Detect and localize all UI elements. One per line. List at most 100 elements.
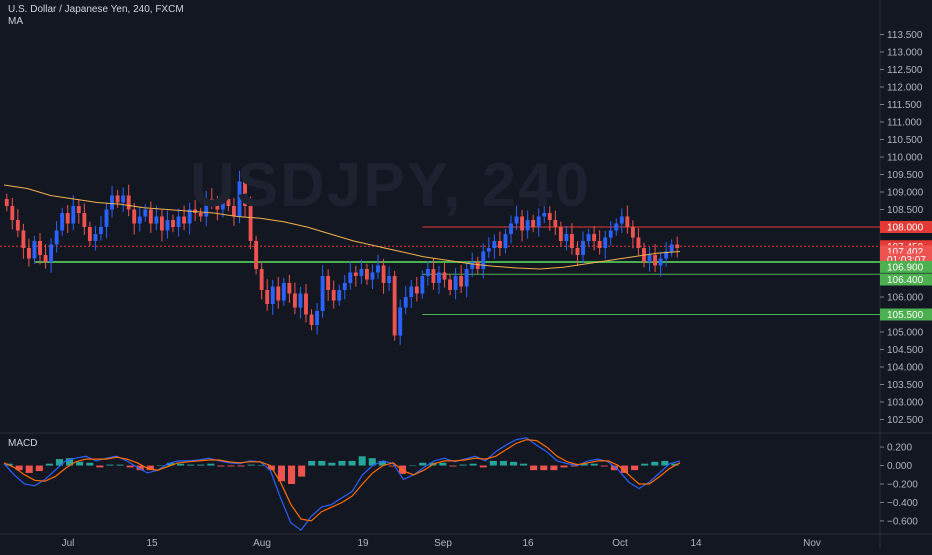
candle-body (60, 213, 65, 231)
indicator-label-ma[interactable]: MA (8, 16, 23, 27)
candle-body (414, 286, 419, 294)
macd-histogram-bar (469, 463, 477, 466)
axis-badge-label: 106.400 (887, 275, 924, 286)
macd-histogram-bar (106, 464, 114, 466)
time-tick-label: Sep (434, 538, 452, 549)
candle-body (514, 216, 519, 224)
candle-body (536, 216, 541, 227)
macd-tick-label: −0.400 (887, 498, 918, 509)
candle-body (182, 216, 187, 224)
macd-histogram-bar (590, 463, 598, 466)
time-tick-label: Jul (62, 538, 75, 549)
candle-body (614, 223, 619, 231)
time-tick-label: Nov (803, 538, 821, 549)
price-tick-label: 111.000 (887, 118, 922, 129)
level-price-badge (880, 308, 932, 321)
macd-histogram-bar (45, 463, 53, 466)
macd-histogram-bar (207, 463, 215, 466)
macd-histogram-bar (600, 465, 608, 467)
candle-body (93, 234, 98, 241)
candle-body (586, 234, 591, 241)
candle-body (265, 290, 270, 304)
macd-histogram-bar (257, 465, 265, 467)
macd-histogram-bar (620, 465, 629, 473)
macd-tick-label: 0.000 (887, 461, 912, 472)
macd-histogram-bar (15, 465, 23, 471)
candle-body (603, 237, 608, 248)
candle-body (215, 202, 220, 210)
macd-histogram-bar (35, 465, 43, 472)
candle-body (21, 230, 26, 248)
macd-histogram-bar (540, 465, 548, 471)
time-tick-label: 16 (522, 538, 534, 549)
candle-body (243, 181, 247, 206)
macd-histogram-bar (338, 460, 346, 466)
candle-body (464, 269, 469, 287)
candle-body (558, 227, 563, 241)
candle-body (370, 272, 375, 280)
candle-body (226, 199, 231, 206)
price-tick-label: 105.000 (887, 328, 924, 339)
candle-body (43, 255, 48, 262)
indicator-label-macd[interactable]: MACD (8, 438, 38, 449)
candle-body (542, 213, 547, 217)
candle-body (470, 262, 475, 269)
candle-body (664, 251, 669, 259)
candle-body (392, 276, 397, 336)
macd-histogram-bar (409, 465, 417, 467)
macd-histogram-bar (479, 465, 487, 468)
macd-histogram-bar (308, 460, 316, 466)
candle-body (154, 216, 159, 224)
candle-body (115, 195, 120, 203)
candle-body (4, 199, 9, 206)
candle-body (437, 272, 441, 283)
macd-histogram-bar (156, 465, 164, 467)
candle-body (497, 241, 502, 248)
level-price-label: 105.500 (887, 310, 924, 321)
price-tick-label: 106.000 (887, 293, 924, 304)
candle-body (486, 248, 491, 252)
price-tick-label: 103.000 (887, 398, 924, 409)
candle-body (348, 272, 353, 283)
candle-body (531, 220, 536, 227)
chart-title: U.S. Dollar / Japanese Yen, 240, FXCM (8, 4, 184, 15)
candle-body (442, 272, 447, 280)
macd-histogram-bar (509, 461, 518, 466)
candle-body (331, 290, 336, 301)
macd-line (3, 437, 681, 532)
candle-body (159, 216, 164, 231)
candle-body (254, 241, 259, 269)
candle-body (137, 216, 142, 224)
time-tick-label: 15 (146, 538, 158, 549)
candle-body (32, 241, 37, 259)
macd-histogram-bar (116, 464, 124, 466)
time-tick-label: Aug (253, 538, 271, 549)
candle-body (481, 251, 486, 269)
price-tick-label: 108.500 (887, 205, 924, 216)
macd-histogram-bar (641, 463, 649, 466)
candle-body (403, 297, 408, 308)
macd-histogram-bar (610, 465, 618, 471)
price-tick-label: 112.500 (887, 65, 923, 76)
macd-histogram-bar (146, 465, 154, 471)
candle-body (38, 241, 42, 255)
macd-histogram-bar (439, 462, 447, 466)
macd-tick-label: 0.200 (887, 443, 912, 454)
candle-body (71, 206, 76, 224)
time-tick-label: 19 (357, 538, 369, 549)
candle-body (525, 220, 530, 231)
candle-body (298, 293, 303, 308)
axis-badge (880, 260, 932, 273)
candle-body (49, 244, 54, 262)
candle-body (126, 195, 131, 210)
macd-histogram-bar (66, 458, 74, 466)
macd-histogram-bar (86, 462, 94, 466)
axis-badge-label: 01:03:07 (887, 255, 926, 266)
candle-body (187, 209, 192, 224)
candle-body (276, 286, 281, 301)
macd-histogram-bar (570, 465, 578, 467)
candle-body (10, 206, 15, 220)
candle-body (669, 244, 674, 252)
macd-histogram-bar (419, 462, 427, 466)
